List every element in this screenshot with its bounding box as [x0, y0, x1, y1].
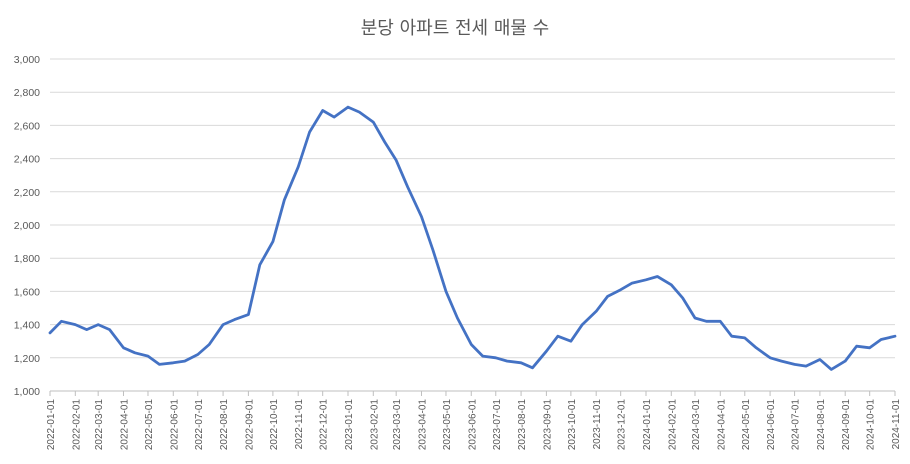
x-tick-label: 2023-01-01: [344, 399, 355, 451]
x-tick-label: 2024-03-01: [691, 399, 702, 451]
y-tick-label: 2,800: [14, 87, 40, 99]
x-tick-label: 2022-01-01: [46, 399, 57, 451]
y-tick-label: 2,200: [14, 187, 40, 199]
y-tick-label: 1,600: [14, 286, 40, 298]
x-tick-label: 2022-05-01: [144, 399, 155, 451]
x-tick-label: 2022-04-01: [119, 399, 130, 451]
x-tick-label: 2022-10-01: [269, 399, 280, 451]
x-tick-label: 2023-04-01: [417, 399, 428, 451]
x-tick-label: 2023-03-01: [392, 399, 403, 451]
y-tick-label: 1,800: [14, 253, 40, 265]
x-tick-label: 2023-02-01: [369, 399, 380, 451]
x-tick-label: 2022-08-01: [219, 399, 230, 451]
x-tick-label: 2023-12-01: [617, 399, 628, 451]
x-tick-label: 2024-01-01: [642, 399, 653, 451]
y-tick-label: 2,000: [14, 220, 40, 232]
x-tick-label: 2022-02-01: [71, 399, 82, 451]
x-tick-label: 2024-05-01: [741, 399, 752, 451]
series-line: [48, 105, 897, 371]
y-tick-label: 1,000: [14, 386, 40, 398]
y-tick-label: 2,400: [14, 154, 40, 166]
x-tick-label: 2023-07-01: [492, 399, 503, 451]
x-tick-label: 2022-03-01: [94, 399, 105, 451]
x-tick-label: 2024-06-01: [766, 399, 777, 451]
x-tick-label: 2023-11-01: [592, 399, 603, 450]
x-tick-label: 2024-11-01: [891, 399, 902, 450]
x-tick-label: 2024-08-01: [816, 399, 827, 451]
x-tick-label: 2022-12-01: [319, 399, 330, 451]
y-tick-label: 2,600: [14, 120, 40, 132]
x-tick-label: 2023-10-01: [567, 399, 578, 451]
x-tick-label: 2023-08-01: [517, 399, 528, 451]
x-tick-label: 2022-09-01: [244, 399, 255, 451]
x-tick-label: 2022-06-01: [169, 399, 180, 451]
x-tick-label: 2023-09-01: [542, 399, 553, 451]
y-tick-label: 1,200: [14, 353, 40, 365]
x-tick-label: 2023-05-01: [442, 399, 453, 451]
x-tick-label: 2024-09-01: [841, 399, 852, 451]
x-tick-label: 2024-02-01: [667, 399, 678, 451]
x-tick-label: 2024-07-01: [791, 399, 802, 451]
x-tick-label: 2023-06-01: [467, 399, 478, 451]
x-tick-label: 2022-07-01: [194, 399, 205, 451]
x-tick-label: 2024-04-01: [716, 399, 727, 451]
x-tick-label: 2022-11-01: [294, 399, 305, 450]
y-tick-label: 3,000: [14, 54, 40, 66]
y-tick-label: 1,400: [14, 320, 40, 332]
chart-title: 분당 아파트 전세 매물 수: [360, 18, 550, 39]
x-tick-label: 2024-10-01: [866, 399, 877, 451]
